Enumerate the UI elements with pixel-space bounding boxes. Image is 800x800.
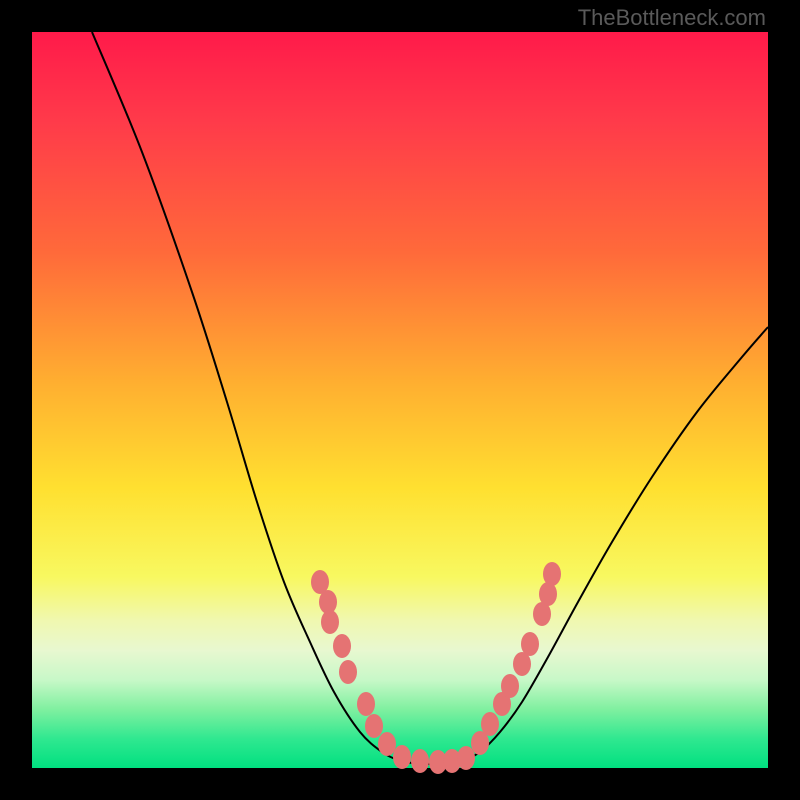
data-marker bbox=[457, 746, 475, 770]
data-marker bbox=[378, 732, 396, 756]
bottleneck-curve bbox=[92, 32, 768, 764]
watermark-text: TheBottleneck.com bbox=[578, 5, 766, 31]
data-marker bbox=[501, 674, 519, 698]
plot-area bbox=[32, 32, 768, 768]
data-marker bbox=[357, 692, 375, 716]
data-marker bbox=[321, 610, 339, 634]
data-marker bbox=[393, 745, 411, 769]
data-markers bbox=[311, 562, 561, 774]
data-marker bbox=[365, 714, 383, 738]
data-marker bbox=[481, 712, 499, 736]
data-marker bbox=[543, 562, 561, 586]
data-marker bbox=[521, 632, 539, 656]
data-marker bbox=[333, 634, 351, 658]
data-marker bbox=[339, 660, 357, 684]
curve-layer bbox=[32, 32, 768, 768]
data-marker bbox=[411, 749, 429, 773]
